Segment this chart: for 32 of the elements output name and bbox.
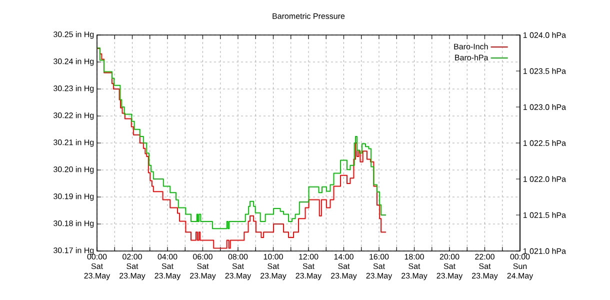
y2-tick-label: 1 021.0 hPa bbox=[523, 248, 566, 254]
y-tick-label: 30.24 in Hg bbox=[54, 58, 94, 66]
y2-tick-label: 1 023.5 hPa bbox=[523, 68, 566, 74]
y-tick-label: 30.25 in Hg bbox=[54, 31, 94, 39]
x-tick-label: 02:00 Sat 23.May bbox=[120, 254, 146, 280]
y2-tick-label: 1 023.0 hPa bbox=[523, 104, 566, 110]
y2-tick-label: 1 021.5 hPa bbox=[523, 212, 566, 218]
x-tick-label: 14:00 Sat 23.May bbox=[331, 254, 357, 280]
x-tick-label: 20:00 Sat 23.May bbox=[436, 254, 463, 280]
y2-tick-label: 1 022.5 hPa bbox=[523, 140, 566, 146]
x-tick-label: 12:00 Sat 23.May bbox=[296, 254, 322, 280]
x-tick-label: 06:00 Sat 23.May bbox=[190, 254, 216, 280]
y-tick-label: 30.18 in Hg bbox=[54, 220, 94, 228]
x-tick-label: 04:00 Sat 23.May bbox=[154, 254, 181, 280]
x-tick-label: 08:00 Sat 23.May bbox=[225, 254, 252, 280]
x-tick-label: 10:00 Sat 23.May bbox=[260, 254, 286, 280]
y2-tick-label: 1 024.0 hPa bbox=[523, 32, 566, 38]
x-tick-label: 16:00 Sat 23.May bbox=[366, 254, 392, 280]
legend-label: Baro-Inch bbox=[454, 44, 488, 50]
x-tick-label: 00:00 Sun 24.May bbox=[507, 254, 534, 280]
y-tick-label: 30.21 in Hg bbox=[54, 139, 94, 147]
y-tick-label: 30.17 in Hg bbox=[54, 247, 94, 255]
y-tick-label: 30.23 in Hg bbox=[54, 85, 94, 93]
y2-tick-label: 1 022.0 hPa bbox=[523, 176, 566, 182]
chart-title: Barometric Pressure bbox=[272, 13, 345, 19]
x-tick-label: 18:00 Sat 23.May bbox=[402, 254, 428, 280]
y-tick-label: 30.19 in Hg bbox=[54, 193, 94, 201]
y-tick-label: 30.22 in Hg bbox=[54, 112, 94, 120]
y-tick-label: 30.20 in Hg bbox=[54, 166, 94, 174]
x-tick-label: 00:00 Sat 23.May bbox=[84, 254, 110, 280]
x-tick-label: 22:00 Sat 23.May bbox=[472, 254, 498, 280]
legend-label: Baro-hPa bbox=[455, 54, 488, 60]
